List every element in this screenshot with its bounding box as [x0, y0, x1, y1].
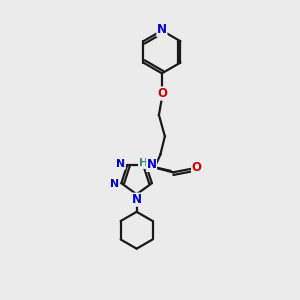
Text: O: O: [192, 161, 202, 174]
Text: O: O: [157, 87, 167, 100]
Text: H: H: [139, 158, 148, 168]
Text: N: N: [110, 179, 119, 189]
Text: N: N: [157, 23, 167, 36]
Text: N: N: [116, 159, 125, 169]
Text: N: N: [132, 193, 142, 206]
Text: N: N: [146, 158, 157, 171]
